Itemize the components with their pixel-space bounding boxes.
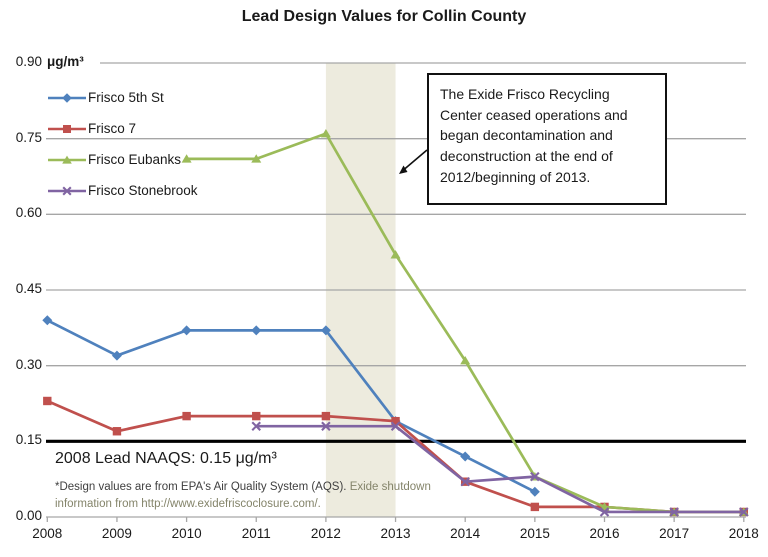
legend-label: Frisco 7 — [88, 121, 137, 136]
diamond-legend-marker-icon — [48, 92, 86, 103]
x-tick-label: 2017 — [659, 526, 690, 541]
series-line — [256, 424, 744, 514]
series-line — [46, 319, 536, 493]
x-marker — [390, 421, 401, 431]
annotation-box: The Exide Frisco Recycling Center ceased… — [427, 73, 667, 205]
triangle-marker — [460, 356, 471, 365]
x-marker — [599, 507, 610, 517]
x-legend-marker-icon — [48, 185, 86, 196]
square-marker — [391, 416, 400, 426]
diamond-marker — [460, 451, 471, 462]
legend-item-frisco-eubanks: Frisco Eubanks — [48, 144, 198, 175]
legend-label: Frisco Eubanks — [88, 152, 182, 167]
y-tick-label: 0.30 — [15, 356, 42, 372]
data-series — [42, 129, 749, 517]
x-tick-label: 2013 — [380, 526, 411, 541]
square-marker — [63, 124, 71, 133]
annotation-arrow — [399, 149, 428, 174]
square-marker — [182, 411, 191, 421]
legend-label: Frisco Stonebrook — [88, 183, 198, 198]
arrow-head-icon — [399, 165, 408, 174]
legend-item-frisco-7: Frisco 7 — [48, 113, 198, 144]
footnote-shutdown-text: Exide shutdown information from http://w… — [55, 481, 431, 510]
legend-item-frisco-5th-st: Frisco 5th St — [48, 82, 198, 113]
legend-label: Frisco 5th St — [88, 90, 164, 105]
triangle-marker — [320, 129, 331, 138]
diamond-marker — [62, 92, 72, 103]
x-tick-label: 2009 — [101, 526, 132, 541]
naaqs-label: 2008 Lead NAAQS: 0.15 μg/m³ — [55, 450, 277, 467]
triangle-marker — [251, 154, 262, 163]
square-marker — [530, 502, 540, 512]
square-marker — [252, 411, 261, 421]
annotation-text: The Exide Frisco Recycling Center ceased… — [440, 86, 628, 185]
footnote: *Design values are from EPA's Air Qualit… — [55, 479, 457, 512]
diamond-marker — [251, 325, 262, 336]
y-tick-label: 0.90 — [15, 54, 42, 69]
x-marker — [460, 476, 470, 487]
chart-title: Lead Design Values for Collin County — [241, 8, 527, 25]
x-marker — [739, 507, 749, 517]
diamond-marker — [42, 315, 53, 326]
x-axis — [46, 516, 746, 522]
square-legend-marker-icon — [48, 124, 86, 133]
x-marker — [669, 507, 679, 517]
x-tick-label: 2015 — [519, 526, 550, 541]
y-tick-label: 0.00 — [15, 508, 42, 523]
legend: Frisco 5th St Frisco 7 Frisco Eubanks Frisc… — [48, 82, 198, 206]
y-tick-label: 0.15 — [15, 432, 42, 448]
x-tick-label: 2014 — [450, 526, 481, 541]
y-tick-label: 0.75 — [15, 129, 42, 145]
gridlines — [46, 62, 746, 367]
x-tick-label: 2008 — [32, 526, 63, 541]
y-axis-unit-label: μg/m³ — [47, 54, 84, 69]
x-tick-label: 2012 — [310, 526, 341, 541]
diamond-marker — [529, 486, 540, 497]
y-tick-label: 0.45 — [15, 281, 42, 296]
triangle-marker — [390, 250, 401, 259]
x-marker — [321, 421, 331, 431]
diamond-marker — [181, 325, 192, 336]
square-marker — [112, 427, 122, 436]
triangle-marker — [181, 154, 192, 163]
x-tick-label: 2010 — [171, 526, 202, 541]
square-marker — [43, 396, 52, 406]
x-marker — [530, 471, 540, 482]
diamond-marker — [320, 325, 331, 336]
x-marker — [251, 421, 261, 431]
x-marker — [62, 185, 72, 196]
footnote-source-text: *Design values are from EPA's Air Qualit… — [55, 481, 350, 493]
x-tick-label: 2018 — [728, 526, 759, 541]
square-marker — [321, 411, 331, 421]
triangle-legend-marker-icon — [48, 155, 86, 164]
x-tick-label: 2016 — [589, 526, 620, 541]
arrow-shaft — [403, 149, 428, 171]
legend-item-frisco-stonebrook: Frisco Stonebrook — [48, 175, 198, 206]
diamond-marker — [111, 350, 122, 361]
x-tick-label: 2011 — [241, 526, 271, 541]
triangle-marker — [62, 155, 72, 164]
y-tick-label: 0.60 — [15, 205, 42, 221]
